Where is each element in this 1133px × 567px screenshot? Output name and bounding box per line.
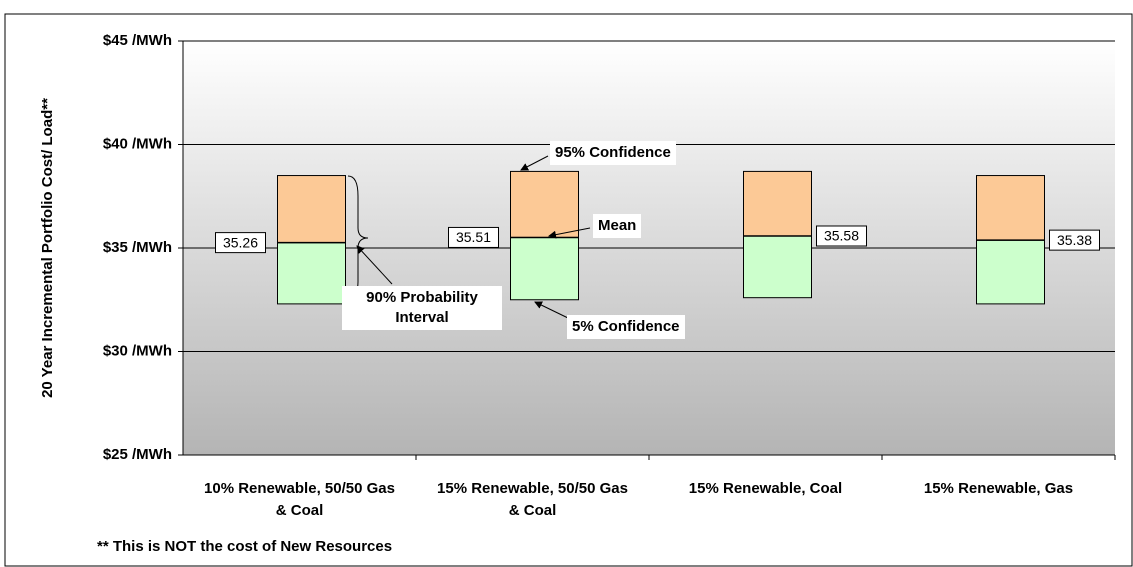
lower-box	[743, 235, 812, 299]
y-tick-label: $45 /MWh	[103, 32, 172, 49]
annotation: 5% Confidence	[567, 315, 685, 339]
footnote: ** This is NOT the cost of New Resources	[97, 538, 393, 555]
annotation: Mean	[593, 214, 642, 238]
upper-box	[510, 170, 579, 238]
lower-box	[976, 239, 1045, 305]
y-tick-label: $25 /MWh	[103, 446, 172, 463]
arrow	[520, 155, 549, 171]
upper-box	[743, 170, 812, 237]
x-tick-label: 10% Renewable, 50/50 Gas & Coal	[204, 480, 395, 519]
mean-label: 35.51	[456, 229, 491, 245]
mean-label: 35.26	[223, 234, 258, 250]
mean-label: 35.58	[824, 228, 859, 244]
x-tick-label: 15% Renewable, Gas	[923, 480, 1074, 497]
x-tick-label: 15% Renewable, 50/50 Gas & Coal	[437, 480, 628, 519]
y-axis-label: 20 Year Incremental Portfolio Cost/ Load…	[39, 98, 56, 398]
x-tick-label: 15% Renewable, Coal	[688, 480, 843, 497]
annotation: 95% Confidence	[550, 141, 676, 165]
y-tick-label: $30 /MWh	[103, 342, 172, 359]
y-tick-label: $40 /MWh	[103, 135, 172, 152]
arrow	[548, 227, 591, 239]
y-tick-label: $35 /MWh	[103, 239, 172, 256]
lower-box	[277, 242, 346, 305]
mean-label-box	[215, 232, 266, 254]
arrow	[534, 301, 569, 319]
mean-label-box	[816, 225, 867, 247]
lower-box	[510, 236, 579, 301]
mean-label-box	[448, 226, 499, 248]
upper-box	[976, 175, 1045, 241]
mean-label-box	[1049, 229, 1100, 251]
arrow	[356, 245, 393, 285]
upper-box	[277, 175, 346, 244]
annotation: 90% Probability Interval	[342, 286, 502, 330]
mean-label: 35.38	[1057, 232, 1092, 248]
